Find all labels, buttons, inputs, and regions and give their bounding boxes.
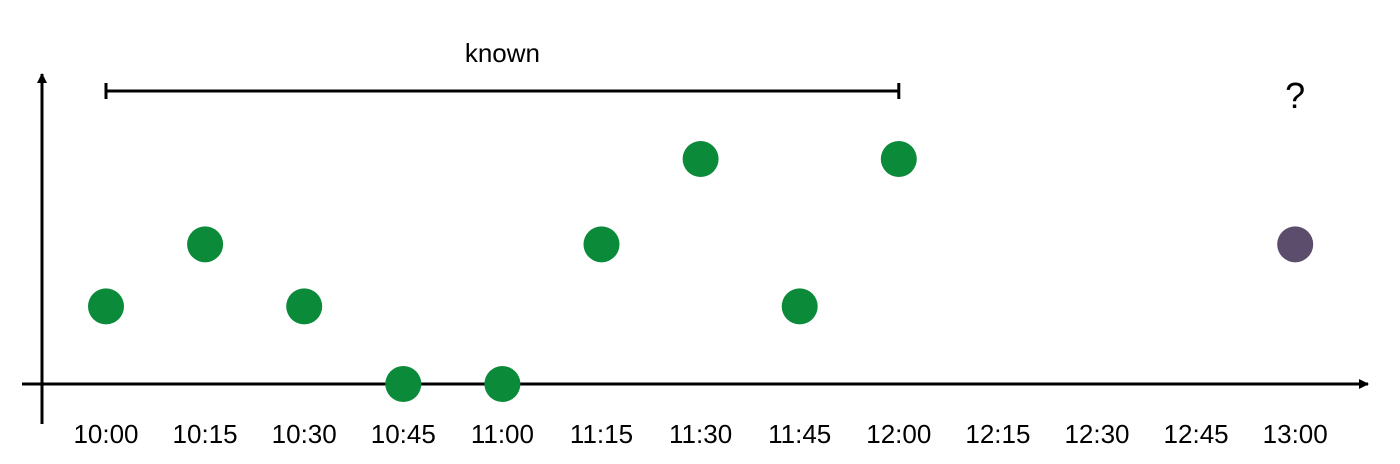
known-data-point <box>385 366 422 402</box>
known-data-point <box>88 288 124 325</box>
known-data-point <box>187 226 224 263</box>
x-tick-label: 11:45 <box>768 419 831 449</box>
predicted-data-point <box>1277 226 1314 263</box>
x-tick-label: 12:30 <box>1064 419 1129 449</box>
x-tick-label: 12:15 <box>965 419 1030 449</box>
x-tick-labels: 10:00 10:15 10:30 10:45 11:00 11:15 11:30 11:45… <box>73 419 1327 449</box>
x-tick-label: 10:00 <box>73 419 138 449</box>
x-tick-label: 10:15 <box>173 419 238 449</box>
known-data-point <box>484 366 521 402</box>
known-range-bracket <box>104 83 901 99</box>
known-data-point <box>781 288 818 325</box>
x-tick-label: 13:00 <box>1263 419 1328 449</box>
known-data-point <box>583 226 620 263</box>
known-data-point <box>682 140 719 177</box>
x-tick-label: 11:15 <box>570 419 633 449</box>
x-tick-label: 11:00 <box>471 419 534 449</box>
data-points <box>88 140 1314 402</box>
known-data-point <box>880 140 917 177</box>
known-data-point <box>286 288 323 325</box>
x-tick-label: 11:30 <box>669 419 732 449</box>
unknown-question-mark: ? <box>1285 75 1305 116</box>
x-tick-label: 10:45 <box>371 419 436 449</box>
x-tick-label: 12:45 <box>1164 419 1229 449</box>
x-tick-label: 12:00 <box>866 419 931 449</box>
known-label: known <box>465 38 540 68</box>
x-tick-label: 10:30 <box>272 419 337 449</box>
